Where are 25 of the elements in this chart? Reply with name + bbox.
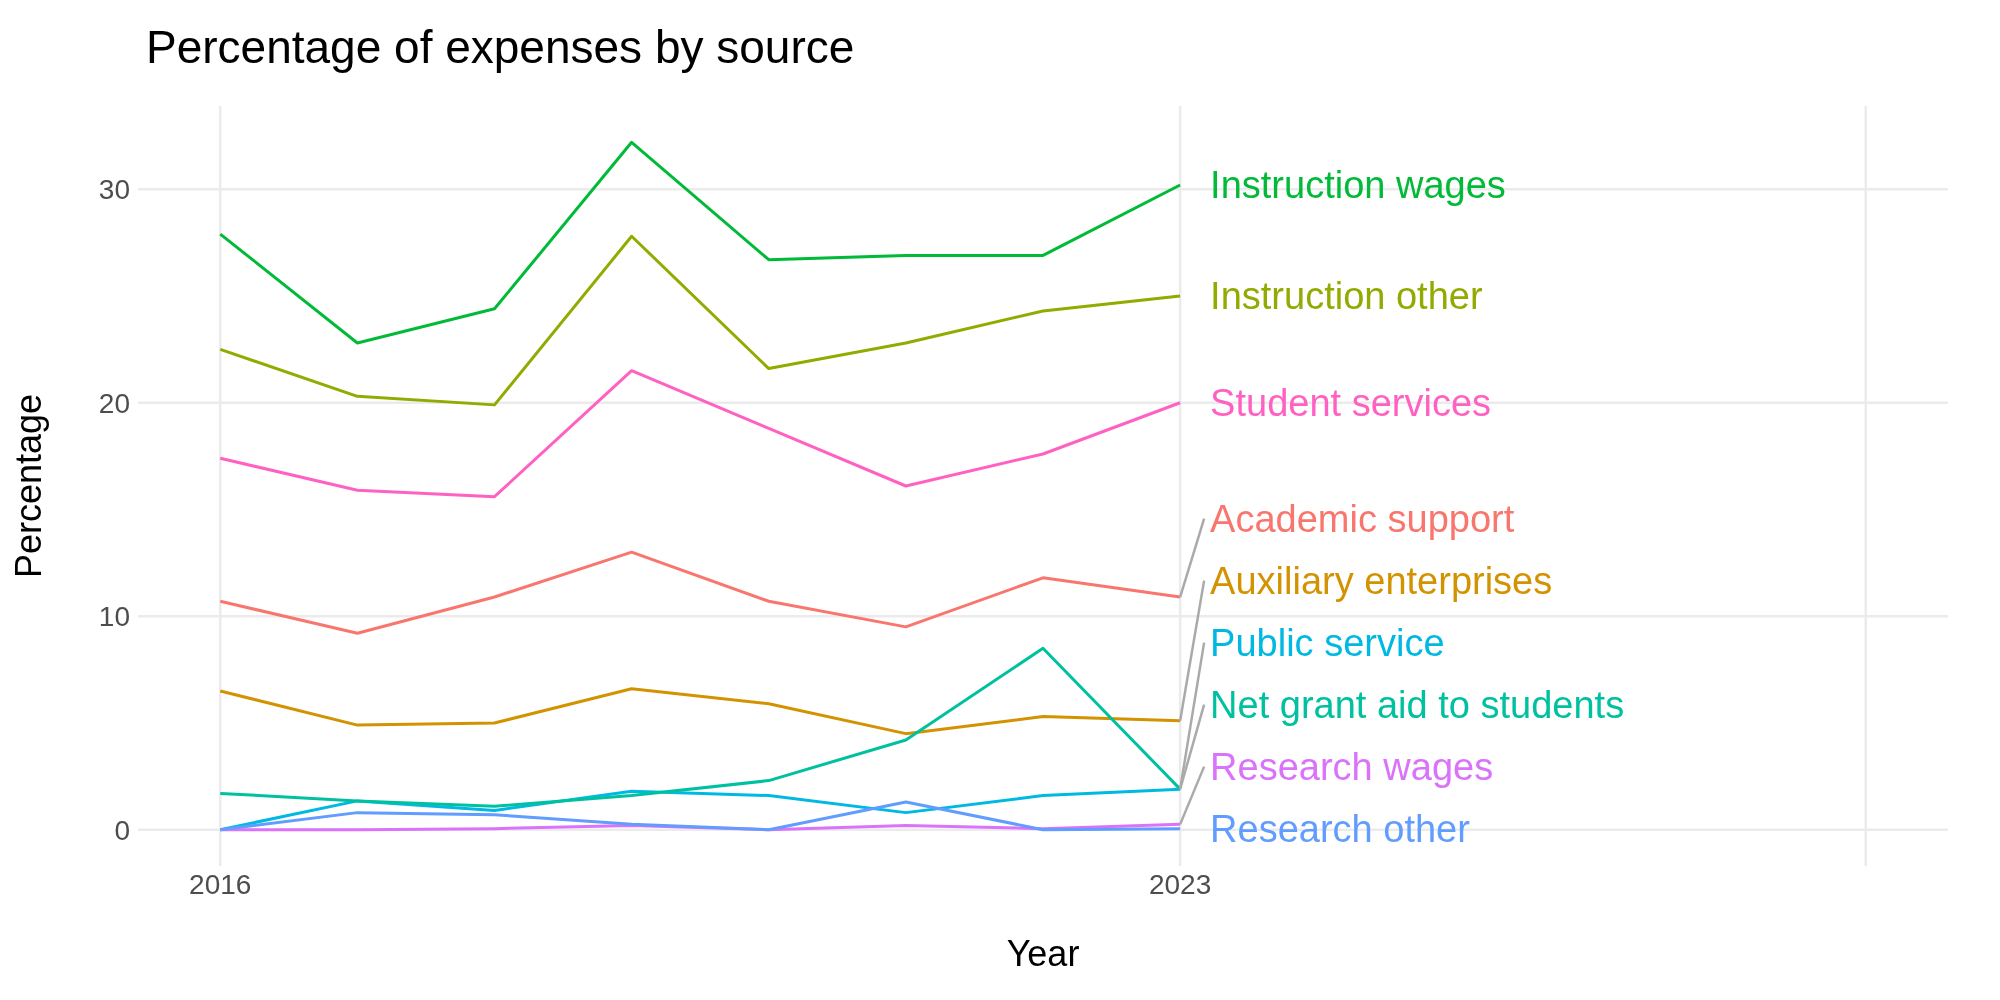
- series-label: Research wages: [1210, 745, 1494, 788]
- y-tick-label: 0: [114, 814, 130, 846]
- x-tick-label: 2023: [1148, 868, 1212, 900]
- y-tick-label: 10: [98, 601, 130, 633]
- line-series: [218, 369, 1182, 499]
- x-tick-label: 2016: [189, 868, 252, 900]
- x-axis-title: Year: [1006, 933, 1080, 974]
- chart-title: Percentage of expenses by source: [145, 20, 856, 75]
- y-tick-label: 30: [98, 174, 130, 206]
- y-axis-title: Percentage: [7, 393, 49, 579]
- text: Public service: [1210, 621, 1445, 664]
- series-label: Research other: [1210, 807, 1471, 850]
- series-label: Instruction other: [1210, 275, 1483, 318]
- line-series: [218, 646, 1182, 808]
- line-series: [218, 550, 1182, 635]
- text: Auxiliary enterprises: [1210, 559, 1553, 602]
- line-series: [218, 140, 1182, 345]
- line-series: [218, 234, 1182, 407]
- series-label: Student services: [1210, 382, 1492, 425]
- y-tick-label: 20: [98, 387, 130, 419]
- line-series: [218, 800, 1182, 832]
- series-label: Net grant aid to students: [1210, 683, 1625, 726]
- line-series: [218, 687, 1182, 736]
- series-label: Instruction wages: [1210, 164, 1506, 207]
- series-label: Academic support: [1210, 497, 1515, 540]
